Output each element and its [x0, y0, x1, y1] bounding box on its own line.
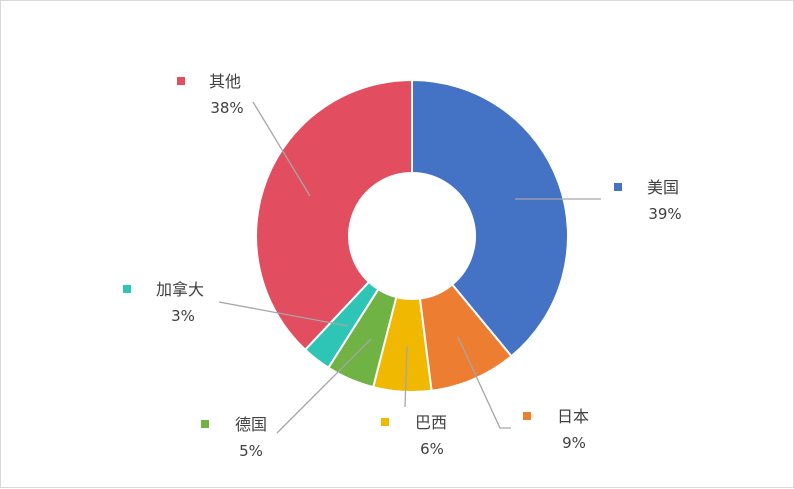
slice-4-legend-key — [201, 420, 209, 428]
slice-4-percent-label: 5% — [239, 442, 263, 460]
slice-6-leader-line — [252, 101, 311, 197]
slice-1-percent-label: 39% — [648, 205, 681, 223]
slice-5-leader-line — [218, 301, 349, 327]
slice-6-percent-label: 38% — [210, 99, 243, 117]
slice-4-leader-line — [276, 338, 372, 434]
slice-3-percent-label: 6% — [420, 440, 444, 458]
labels-group: 美国 39% 日本 9% 巴西 6% 德国 5% 加拿大 3% 其他 38% — [123, 72, 682, 460]
slice-2-legend-key — [523, 412, 531, 420]
slice-2-leader-line — [457, 336, 511, 429]
slices-group — [255, 79, 569, 393]
slice-5-legend-key — [123, 285, 131, 293]
slice-1-category-label: 美国 — [647, 178, 679, 197]
slice-6-wedge — [255, 79, 413, 351]
leader-lines-group — [218, 101, 601, 434]
slice-6-legend-key — [177, 77, 185, 85]
slice-4-category-label: 德国 — [235, 415, 267, 434]
slice-2-category-label: 日本 — [557, 407, 589, 426]
slice-1-legend-key — [614, 183, 622, 191]
slice-5-percent-label: 3% — [171, 307, 195, 325]
slice-3-legend-key — [381, 418, 389, 426]
slice-2-percent-label: 9% — [562, 434, 586, 452]
slice-5-category-label: 加拿大 — [156, 280, 204, 299]
slice-6-category-label: 其他 — [209, 72, 241, 91]
slice-1-wedge — [411, 79, 569, 358]
slice-3-leader-line — [404, 345, 408, 408]
slice-3-category-label: 巴西 — [415, 413, 447, 432]
